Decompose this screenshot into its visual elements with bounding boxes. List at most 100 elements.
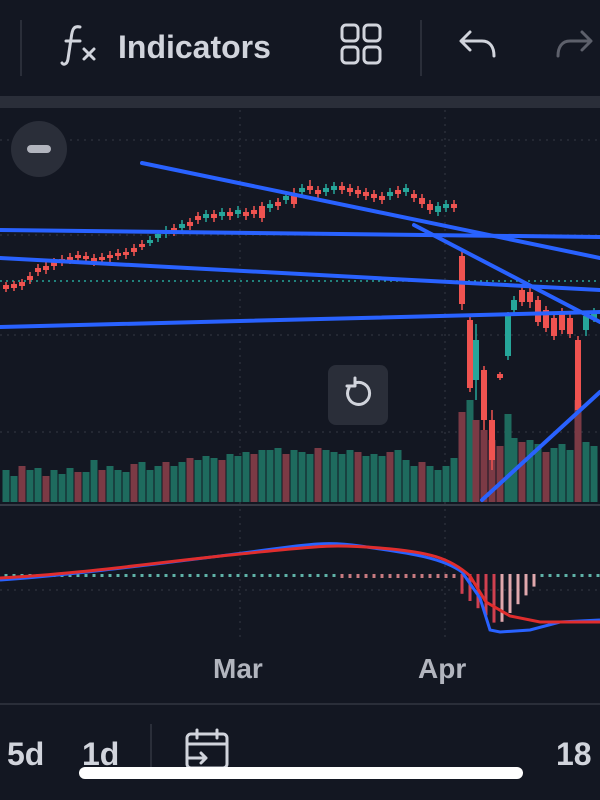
volume-bar xyxy=(138,462,146,502)
candle-body xyxy=(451,204,457,208)
volume-bar xyxy=(114,470,122,502)
macd-histogram-bar xyxy=(484,574,488,616)
volume-bar xyxy=(202,456,210,502)
macd-pane xyxy=(0,542,600,634)
reset-chart-button[interactable] xyxy=(328,365,388,425)
chart-canvas[interactable] xyxy=(0,108,600,704)
macd-histogram-bar xyxy=(500,574,504,622)
volume-bar xyxy=(458,412,466,502)
volume-bar xyxy=(2,470,10,502)
indicators-label: Indicators xyxy=(118,28,271,65)
volume-bar xyxy=(26,470,34,502)
candle-body xyxy=(107,255,113,258)
candle-body xyxy=(355,190,361,194)
candle-body xyxy=(347,188,353,192)
macd-histogram-bar xyxy=(540,574,544,577)
volume-bar xyxy=(290,450,298,502)
macd-histogram-bar xyxy=(364,574,368,578)
volume-bar xyxy=(258,450,266,502)
volume-pane xyxy=(2,400,598,502)
chart-grid xyxy=(0,110,600,640)
volume-bar xyxy=(266,450,274,502)
volume-bar xyxy=(178,462,186,502)
macd-histogram-bar xyxy=(556,574,560,577)
candle-body xyxy=(83,256,89,259)
macd-histogram-bar xyxy=(92,574,96,577)
macd-histogram-bar xyxy=(252,574,256,577)
volume-bar xyxy=(566,450,574,502)
bottom-toolbar xyxy=(0,705,600,800)
volume-bar xyxy=(472,420,480,502)
macd-histogram-bar xyxy=(172,574,176,577)
volume-bar xyxy=(282,454,290,502)
macd-histogram-bar xyxy=(84,574,88,577)
candle-body xyxy=(459,256,465,304)
candle-body xyxy=(91,258,97,262)
reset-icon xyxy=(341,376,375,415)
macd-histogram-bar xyxy=(348,574,352,578)
undo-button[interactable] xyxy=(458,14,498,80)
volume-bar xyxy=(488,440,496,502)
indicators-button[interactable]: Indicators xyxy=(60,14,271,80)
macd-histogram-bar xyxy=(444,574,448,578)
redo-button[interactable] xyxy=(554,14,594,80)
volume-bar xyxy=(338,454,346,502)
candle-body xyxy=(299,188,305,192)
volume-bar xyxy=(504,414,512,502)
candle-body xyxy=(131,248,137,252)
collapse-legend-button[interactable] xyxy=(11,121,67,177)
candle-body xyxy=(527,292,533,302)
candle-body xyxy=(551,318,557,336)
candle-body xyxy=(543,310,549,328)
candle-body xyxy=(219,212,225,216)
candle-body xyxy=(411,194,417,198)
candle-body xyxy=(567,318,573,334)
redo-icon xyxy=(554,28,594,67)
trendline xyxy=(0,256,600,292)
candle-body xyxy=(99,257,105,260)
macd-histogram-bar xyxy=(268,574,272,577)
macd-histogram-bar xyxy=(508,574,512,613)
macd-histogram-bar xyxy=(180,574,184,577)
macd-histogram-bar xyxy=(244,574,248,577)
trendline xyxy=(0,310,600,329)
volume-bar xyxy=(106,466,114,502)
candle-body xyxy=(473,340,479,380)
volume-bar xyxy=(218,460,226,502)
volume-bar xyxy=(550,448,558,502)
candle-body xyxy=(505,316,511,356)
candle-body xyxy=(283,196,289,200)
macd-histogram-bar xyxy=(340,574,344,578)
candle-body xyxy=(155,234,161,238)
volume-bar xyxy=(418,462,426,502)
candle-body xyxy=(3,285,9,289)
macd-histogram-bar xyxy=(108,574,112,577)
volume-bar xyxy=(450,458,458,502)
candle-body xyxy=(575,340,581,410)
volume-bar xyxy=(146,470,154,502)
volume-bar xyxy=(162,462,170,502)
macd-histogram-bar xyxy=(164,574,168,577)
bottom-divider xyxy=(0,703,600,705)
interval-5d-button[interactable]: 5d xyxy=(7,736,45,772)
layout-button[interactable] xyxy=(340,14,384,80)
candle-body xyxy=(275,202,281,206)
candle-body xyxy=(339,186,345,190)
candle-body xyxy=(179,224,185,228)
candle-body xyxy=(67,257,73,260)
macd-histogram-bar xyxy=(548,574,552,577)
interval-1d-button[interactable]: 1d xyxy=(82,736,120,772)
volume-bar xyxy=(322,450,330,502)
macd-histogram-bar xyxy=(452,574,456,578)
macd-histogram-bar xyxy=(236,574,240,577)
macd-histogram-bar xyxy=(532,574,536,587)
candle-body xyxy=(195,216,201,220)
layout-grid-icon xyxy=(340,23,384,72)
volume-bar xyxy=(378,456,386,502)
candle-body xyxy=(371,194,377,198)
chart-area[interactable] xyxy=(0,108,600,704)
volume-bar xyxy=(542,452,550,502)
volume-bar xyxy=(194,460,202,502)
candle-body xyxy=(211,214,217,218)
trendline xyxy=(480,390,600,502)
